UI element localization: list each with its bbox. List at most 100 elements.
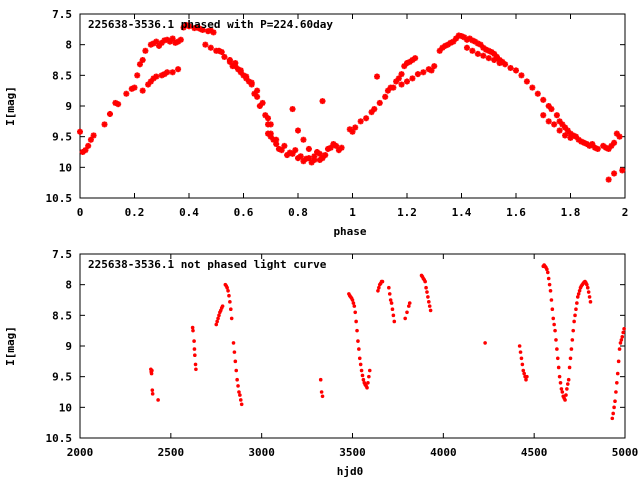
phased-data-point [186,23,192,30]
unphased-data-point [149,371,154,376]
unphased-data-point [519,356,524,361]
unphased-data-point [156,398,160,402]
unphased-data-point [554,338,558,342]
unphased-y-tick-label: 8.5 [52,309,72,322]
phased-x-tick-label: 0.6 [234,206,254,219]
phased-x-tick-label: 1 [349,206,356,219]
phased-data-point [300,136,307,143]
phased-data-point [518,72,525,79]
phased-ticks: 0 0.2 0.4 0.6 0.8 1 1.2 1.4 1.6 1.8 2 7.5 8 8.5 9 9.5 10… [46,8,629,219]
phased-data-point [115,101,122,108]
phased-data-point [265,115,272,122]
unphased-data-point [522,371,526,376]
unphased-data-point [387,292,392,296]
unphased-data-point [390,307,395,312]
unphased-y-tick-label: 9 [65,340,72,353]
unphased-data-point [320,394,325,399]
unphased-data-point [567,365,572,370]
phased-data-point [395,75,402,82]
phased-data-point [289,106,296,113]
unphased-data-point [366,381,370,385]
unphased-data-point [376,289,380,293]
unphased-y-tick-label: 8 [65,279,72,292]
unphased-data-point [237,390,241,394]
unphased-data-point [568,356,573,361]
unphased-points [149,263,626,421]
unphased-data-point [361,377,366,382]
phased-data-point [164,69,171,76]
phased-data-point [259,99,266,106]
unphased-data-point [216,316,220,321]
unphased-data-point [559,387,564,391]
unphased-data-point [565,382,570,386]
phased-data-point [548,106,555,113]
phased-data-point [611,170,618,177]
phased-data-point [349,128,356,135]
phased-data-point [540,96,547,103]
unphased-data-point [357,347,361,351]
unphased-data-point [556,365,561,370]
unphased-data-point [356,339,360,343]
unphased-data-point [618,341,623,345]
phased-data-point [210,29,217,36]
unphased-data-point [355,328,359,333]
unphased-chart-title: 225638-3536.1 not phased light curve [88,258,327,271]
unphased-data-point [565,387,569,391]
unphased-data-point [407,301,412,305]
phased-data-point [545,118,552,125]
unphased-data-point [621,330,625,335]
unphased-data-point [215,319,219,324]
phased-x-tick-label: 1.2 [397,206,417,219]
phased-data-point [139,87,146,94]
phased-data-point [409,75,416,82]
unphased-data-point [229,316,234,321]
phased-data-point [85,142,92,149]
unphased-data-point [226,289,230,293]
phased-data-point [368,109,375,116]
phased-data-point [139,57,146,63]
unphased-data-point [387,285,391,290]
phased-data-point [221,53,228,60]
phased-data-point [414,71,421,78]
unphased-data-point [428,308,433,313]
phased-chart-panel: 0 0.2 0.4 0.6 0.8 1 1.2 1.4 1.6 1.8 2 7.5 8 8.5 9 9.5 10… [4,8,628,238]
unphased-data-point [214,322,219,327]
unphased-data-point [380,279,385,284]
unphased-data-point [194,367,198,372]
unphased-data-point [425,290,429,294]
phased-data-point [77,128,83,135]
phased-data-point [480,52,487,59]
phased-data-point [147,78,154,85]
phased-data-point [278,147,285,154]
unphased-data-point [622,327,626,331]
phased-data-point [207,44,214,51]
unphased-data-point [577,289,582,293]
unphased-data-point [193,353,197,358]
phased-data-point [469,47,476,54]
phased-data-point [382,93,389,100]
unphased-data-point [518,350,523,354]
unphased-data-point [236,384,240,388]
phased-data-point [352,124,359,131]
unphased-data-point [615,381,619,385]
unphased-data-point [367,374,371,379]
unphased-x-axis-label: hjd0 [337,465,364,478]
unphased-data-point [613,399,617,404]
phased-data-point [393,78,400,85]
phased-data-point [553,112,560,119]
phased-data-point [273,136,280,143]
unphased-data-point [517,344,522,348]
phased-data-point [363,115,370,122]
phased-data-point [322,152,329,159]
phased-data-point [463,44,470,51]
unphased-data-point [235,377,239,382]
unphased-data-point [572,319,576,324]
unphased-y-tick-label: 7.5 [52,248,72,261]
unphased-data-point [550,307,555,312]
unphased-data-point [354,319,358,324]
unphased-x-tick-label: 3500 [339,446,366,459]
phased-data-point [594,145,601,152]
unphased-x-tick-label: 2000 [67,446,94,459]
unphased-data-point [610,416,615,421]
phased-data-point [496,60,503,67]
